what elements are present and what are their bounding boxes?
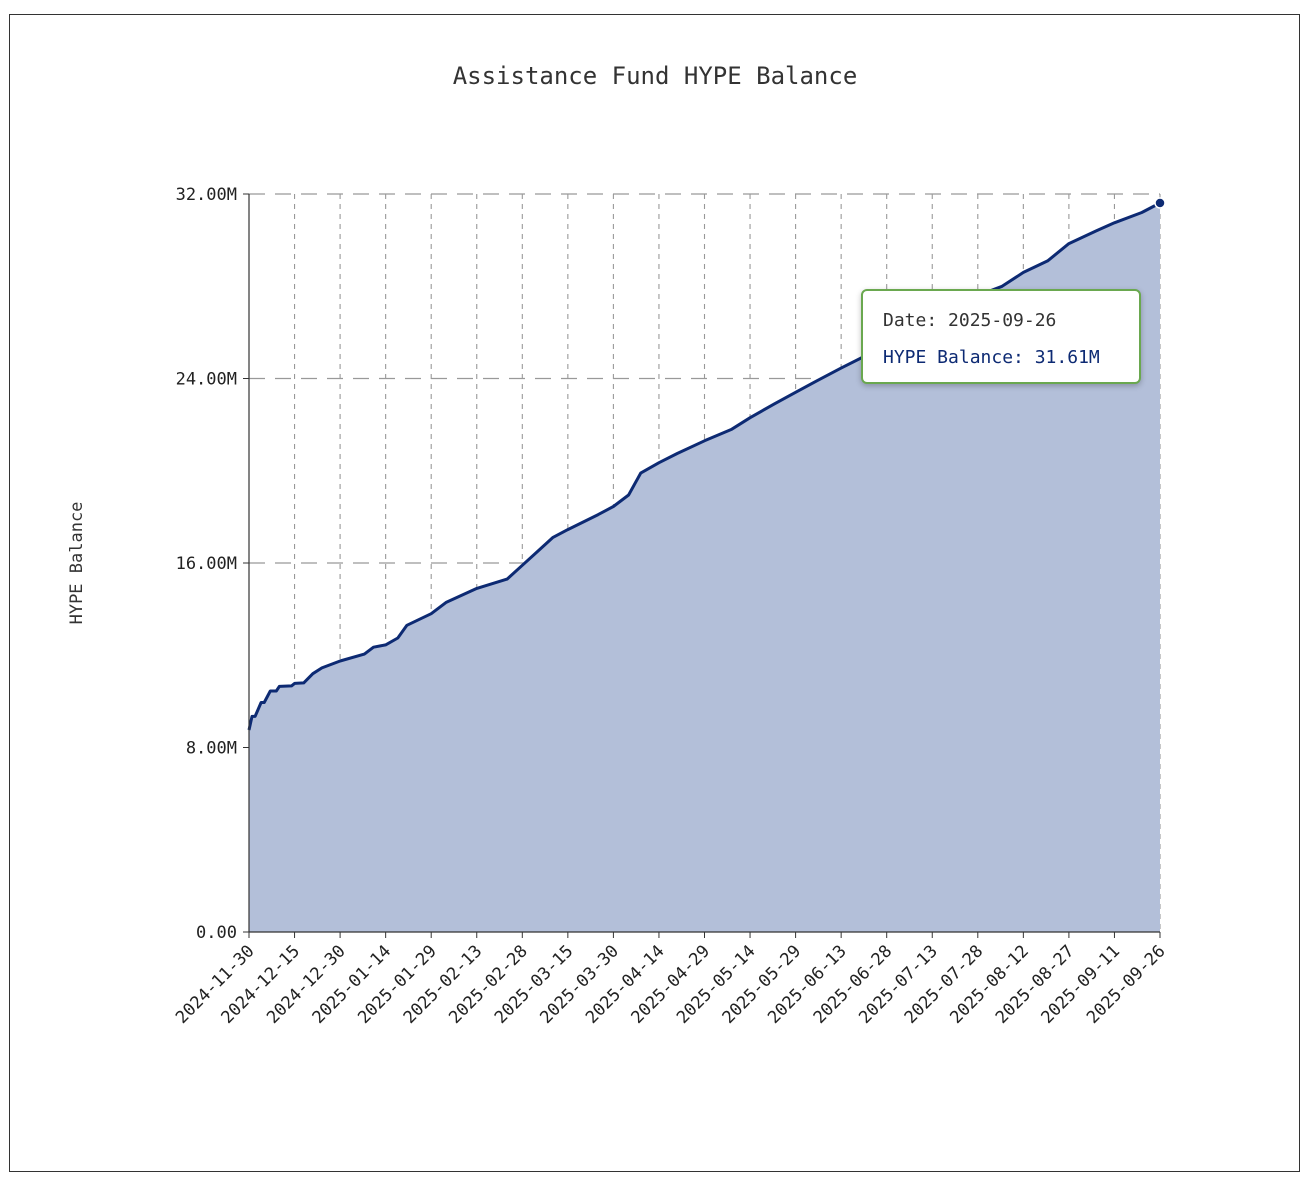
tooltip-value: HYPE Balance: 31.61M [883, 347, 1100, 368]
chart-frame [9, 14, 1300, 1172]
hover-point [1154, 197, 1166, 209]
y-tick-label: 24.00M [176, 370, 237, 390]
tooltip-date: Date: 2025-09-26 [883, 310, 1057, 331]
y-tick-label: 8.00M [186, 739, 237, 759]
area-fill [249, 203, 1160, 932]
y-tick-label: 0.00 [196, 923, 237, 943]
chart-title: Assistance Fund HYPE Balance [453, 62, 858, 90]
y-axis-label: HYPE Balance [67, 502, 87, 625]
y-tick-label: 16.00M [176, 554, 237, 574]
y-tick-label: 32.00M [176, 185, 237, 205]
tooltip: Date: 2025-09-26 HYPE Balance: 31.61M [861, 289, 1141, 384]
